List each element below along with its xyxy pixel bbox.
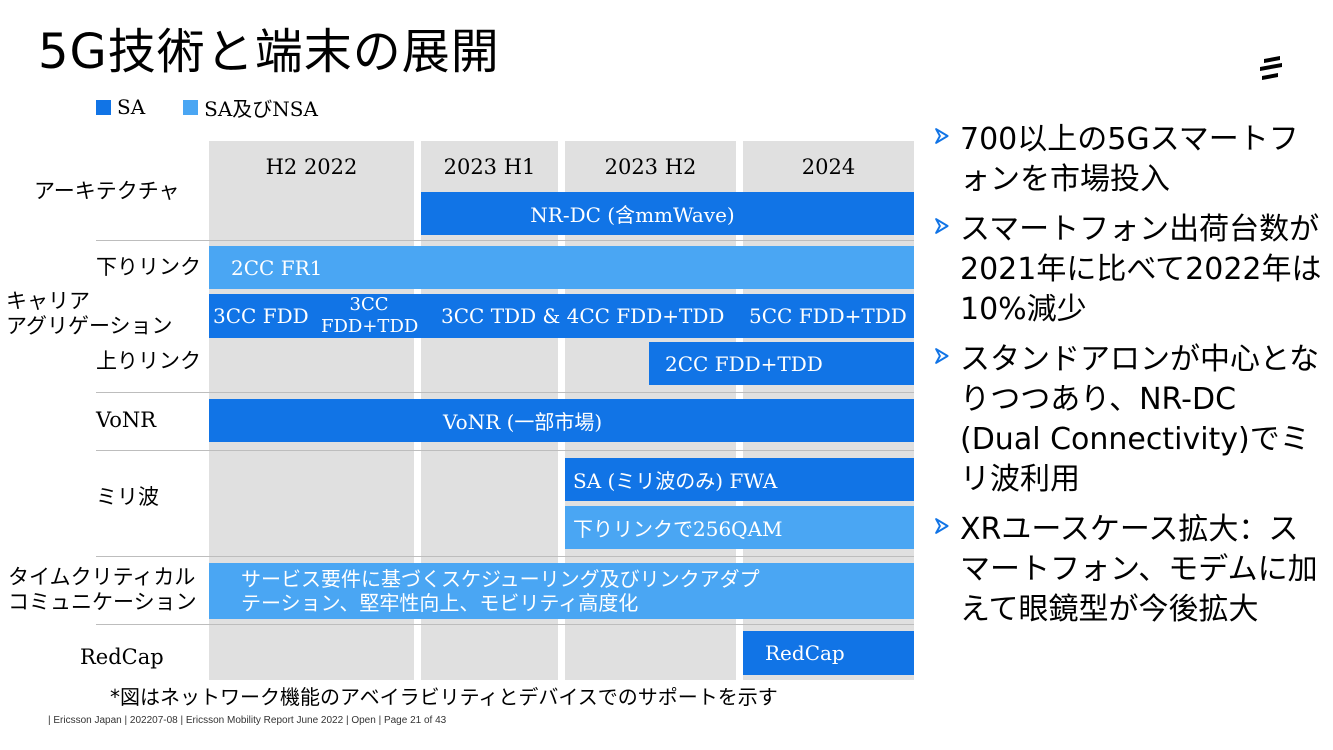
bar-uplink-2cc-label: 2CC FDD+TDD: [665, 351, 823, 376]
row-divider: [96, 240, 914, 241]
bar-sa-fwa-label: SA (ミリ波のみ) FWA: [573, 469, 778, 493]
column-header-h2-2022: H2 2022: [265, 155, 358, 179]
bar-tc-line1: サービス要件に基づくスケジューリング及びリンクアダプ: [241, 567, 760, 591]
legend-swatch-sa-nsa: [183, 99, 199, 115]
row-label-ca-line2: アグリゲーション: [6, 314, 173, 338]
legend-label-sa: SA: [117, 95, 146, 119]
bar-tc-line2: テーション、堅牢性向上、モビリティ高度化: [241, 591, 639, 615]
bar-dl-256qam: 下りリンクで256QAM: [565, 506, 914, 549]
arrow-bullet-icon: [935, 218, 949, 234]
bar-nr-dc: NR-DC (含mmWave): [421, 192, 914, 235]
bar-carrier-aggregation: 3CC FDD 3CC FDD+TDD 3CC TDD & 4CC FDD+TD…: [209, 294, 914, 338]
page-title: 5G技術と端末の展開: [38, 24, 500, 80]
bar-vonr-label: VoNR (一部市場): [443, 410, 603, 434]
bullet-item: スタンドアロンが中心となりつつあり、NR-DC (Dual Connectivi…: [926, 340, 1326, 500]
row-label-mmwave: ミリ波: [96, 485, 159, 509]
bullet-item: XRユースケース拡大：スマートフォン、モデムに加えて眼鏡型が今後拡大: [926, 510, 1326, 630]
bullet-list: 700以上の5Gスマートフォンを市場投入 スマートフォン出荷台数が2021年に比…: [926, 120, 1326, 640]
row-label-downlink: 下りリンク: [96, 255, 201, 279]
bar-vonr: VoNR (一部市場): [209, 399, 914, 442]
row-label-uplink: 上りリンク: [96, 349, 201, 373]
legend-item-sa-nsa: SA及びNSA: [183, 93, 318, 122]
row-label-ca-line1: キャリア: [6, 289, 90, 313]
ericsson-logo-icon: [1260, 56, 1282, 80]
legend-label-sa-nsa: SA及びNSA: [204, 96, 318, 121]
bullet-text: XRユースケース拡大：スマートフォン、モデムに加えて眼鏡型が今後拡大: [960, 512, 1318, 627]
bar-ca-3cc-mixed-line1: 3CC: [349, 294, 389, 315]
legend-item-sa: SA: [96, 95, 145, 119]
row-divider: [96, 624, 914, 625]
slide-footer: | Ericsson Japan | 202207-08 | Ericsson …: [48, 715, 447, 726]
row-divider: [96, 392, 914, 393]
row-label-vonr: VoNR: [96, 408, 157, 432]
arrow-bullet-icon: [935, 518, 949, 534]
bar-uplink-2cc: 2CC FDD+TDD: [649, 342, 914, 385]
bar-ca-3cc-fdd-label: 3CC FDD: [213, 304, 309, 328]
bar-redcap-label: RedCap: [765, 641, 845, 665]
legend: SA SA及びNSA: [96, 93, 356, 122]
column-header-2023-h2: 2023 H2: [604, 155, 697, 179]
bullet-text: スマートフォン出荷台数が2021年に比べて2022年は10%減少: [960, 212, 1322, 327]
column-header-2023-h1: 2023 H1: [443, 155, 536, 179]
bar-sa-fwa: SA (ミリ波のみ) FWA: [565, 458, 914, 501]
row-divider: [96, 556, 914, 557]
bar-time-critical: サービス要件に基づくスケジューリング及びリンクアダプ テーション、堅牢性向上、モ…: [209, 563, 914, 619]
bar-dl-256qam-label: 下りリンクで256QAM: [573, 517, 783, 541]
bar-downlink-2cc: 2CC FR1: [209, 246, 914, 289]
bar-nr-dc-label: NR-DC (含mmWave): [530, 203, 735, 227]
row-label-redcap: RedCap: [80, 645, 164, 669]
column-header-2024: 2024: [801, 155, 856, 179]
bullet-item: スマートフォン出荷台数が2021年に比べて2022年は10%減少: [926, 210, 1326, 330]
bullet-text: 700以上の5Gスマートフォンを市場投入: [960, 122, 1299, 197]
arrow-bullet-icon: [935, 348, 949, 364]
bar-downlink-2cc-label: 2CC FR1: [231, 255, 323, 280]
bar-ca-5cc-label: 5CC FDD+TDD: [749, 304, 907, 328]
bar-redcap: RedCap: [743, 631, 914, 675]
bullet-text: スタンドアロンが中心となりつつあり、NR-DC (Dual Connectivi…: [960, 342, 1320, 497]
bullet-item: 700以上の5Gスマートフォンを市場投入: [926, 120, 1326, 200]
row-label-architecture: アーキテクチャ: [34, 179, 180, 203]
bar-ca-3cc-mixed-line2: FDD+TDD: [321, 316, 419, 337]
row-label-tc-line2: コミュニケーション: [8, 590, 197, 614]
arrow-bullet-icon: [935, 128, 949, 144]
legend-swatch-sa: [96, 99, 111, 115]
row-divider: [96, 450, 914, 451]
bar-ca-3cc-tdd-4cc-label: 3CC TDD & 4CC FDD+TDD: [441, 304, 725, 328]
row-label-tc-line1: タイムクリティカル: [8, 565, 196, 589]
footnote: *図はネットワーク機能のアベイラビリティとデバイスでのサポートを示す: [110, 685, 778, 709]
